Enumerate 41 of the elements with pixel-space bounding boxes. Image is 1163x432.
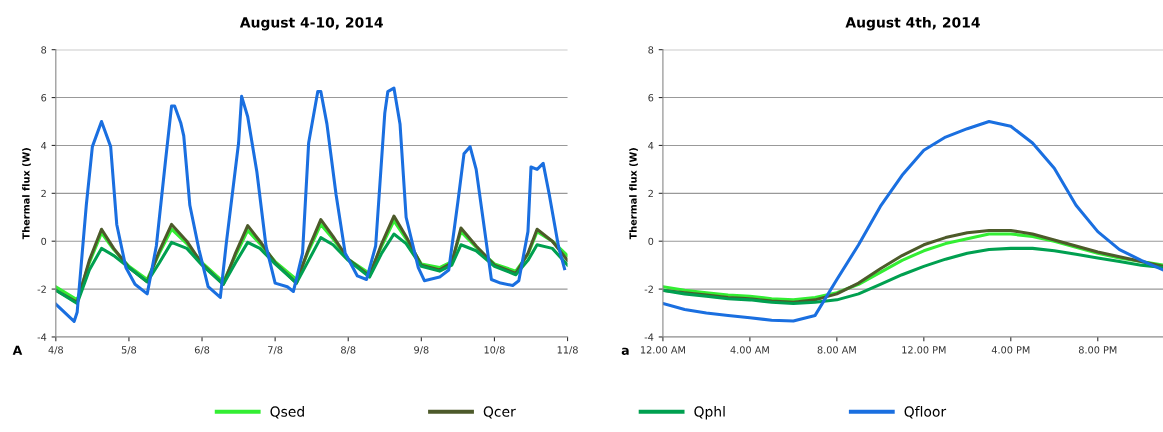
legend-label: Qsed bbox=[270, 406, 304, 419]
text: a bbox=[621, 347, 629, 355]
chart-title: August 4th, 2014 bbox=[845, 16, 980, 31]
x-tick-label: 12.00 AM bbox=[641, 346, 685, 354]
x-tick-label: 9/8 bbox=[414, 346, 429, 355]
chart-title: August 4-10, 2014 bbox=[239, 17, 383, 31]
y-tick-label: 8 bbox=[41, 46, 47, 54]
x-tick-label: 12.00 PM bbox=[902, 346, 946, 354]
x-tick-label: 4.00 AM bbox=[730, 346, 769, 354]
x-tick-label: 6/8 bbox=[194, 346, 210, 355]
x-tick-label: 10/8 bbox=[484, 346, 505, 355]
y-tick-label: 2 bbox=[41, 189, 46, 198]
y-tick-label: 6 bbox=[41, 94, 47, 102]
x-tick-label: 8.00 AM bbox=[817, 346, 856, 354]
y-tick-label: 6 bbox=[648, 94, 654, 102]
y-tick-label: 0 bbox=[41, 237, 47, 246]
x-tick-label: 7/8 bbox=[268, 346, 283, 355]
y-tick-label: 4 bbox=[648, 142, 654, 150]
y-tick-label: -4 bbox=[644, 333, 654, 341]
y-tick-label: 2 bbox=[648, 189, 653, 198]
x-tick-label: 11/8 bbox=[557, 346, 578, 355]
y-tick-label: -4 bbox=[37, 333, 47, 341]
legend-label: Qcer bbox=[483, 406, 516, 419]
y-tick-label: 8 bbox=[648, 46, 654, 54]
line-series bbox=[662, 246, 1163, 305]
x-tick-label: 8/8 bbox=[341, 346, 356, 355]
legend-label: Qphl bbox=[694, 406, 725, 420]
x-tick-label: 4.00 PM bbox=[991, 346, 1030, 354]
line-series bbox=[662, 119, 1163, 323]
y-axis-title: Thermal flux (W) bbox=[629, 148, 638, 240]
line-series bbox=[55, 86, 567, 323]
text: A bbox=[12, 345, 23, 355]
x-tick-label: 5/8 bbox=[121, 346, 137, 355]
y-axis-title: Thermal flux (W) bbox=[22, 148, 31, 240]
legend-label: Qfloor bbox=[904, 406, 947, 419]
x-tick-label: 4/8 bbox=[48, 346, 63, 355]
y-tick-label: 0 bbox=[648, 237, 654, 246]
y-tick-label: -2 bbox=[37, 285, 46, 293]
x-tick-label: 8.00 PM bbox=[1078, 346, 1117, 354]
y-tick-label: -2 bbox=[644, 285, 653, 293]
y-tick-label: 4 bbox=[41, 142, 47, 150]
